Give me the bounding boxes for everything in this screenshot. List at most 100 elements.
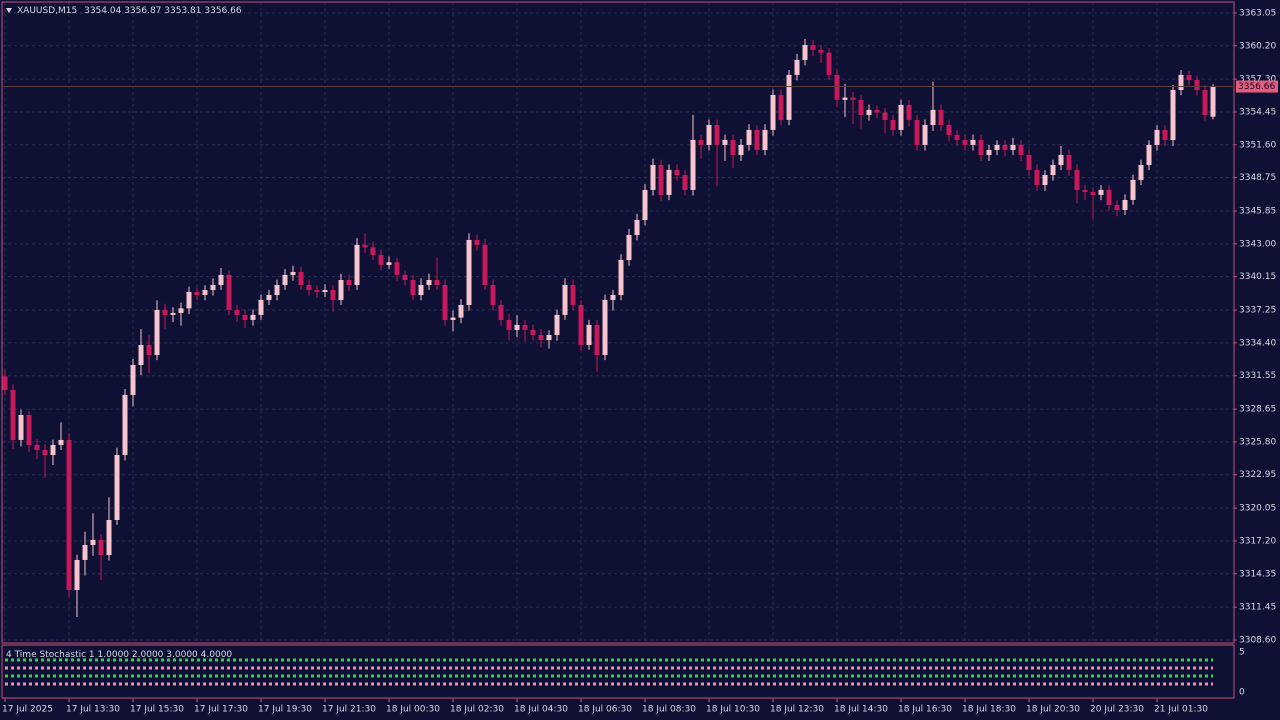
candle-body [786,74,792,120]
candle-body [426,280,432,285]
candle-body [898,104,904,130]
candle-body [34,444,40,450]
candle-body [2,376,8,390]
candle-body [1010,144,1016,150]
indicator-pane-border [1,644,1235,699]
low: 3353.81 [164,6,201,16]
candle-body [1154,129,1160,145]
candle-body [498,304,504,320]
candle-body [794,59,800,75]
y-tick-label: 3328.65 [1239,405,1276,415]
candle-body [410,280,416,295]
candle-body [530,329,536,335]
candle-body [858,99,864,115]
candle-body [114,454,120,521]
x-tick-label: 18 Jul 02:30 [450,705,504,715]
candle-body [82,544,88,560]
candle-body [458,304,464,318]
candle-body [778,94,784,120]
y-tick-label: 3363.05 [1239,8,1276,18]
candle-body [546,334,552,341]
candle-body [314,290,320,292]
candle-body [274,284,280,295]
candle-body [1074,169,1080,190]
candle-body [946,124,952,135]
candle-body [634,220,640,235]
candle-body [1146,144,1152,165]
candle-body [1098,189,1104,195]
candle-body [354,244,360,285]
x-tick-label: 18 Jul 20:30 [1026,705,1080,715]
candle-body [346,280,352,285]
candle-body [1026,154,1032,170]
indicator-title: 4 Time Stochastic 1 [6,650,95,660]
y-tick-label: 3337.25 [1239,306,1276,316]
candle-body [666,169,672,195]
level-label: 1.0000 [98,650,130,660]
x-tick-label: 17 Jul 15:30 [130,705,184,715]
candle-body [466,239,472,305]
candle-body [586,324,592,345]
candle-body [442,284,448,320]
candle-body [154,309,160,355]
candle-body [1210,86,1216,117]
candles [2,38,1216,617]
candle-body [10,389,16,440]
candle-body [754,129,760,150]
candle-body [1114,204,1120,210]
candle-body [282,274,288,285]
candle-body [1170,89,1176,140]
candle-body [594,324,600,355]
candle-body [266,294,272,300]
candle-body [706,124,712,145]
candle-body [722,139,728,145]
y-tick-label: 3345.85 [1239,207,1276,217]
candle-body [962,139,968,145]
x-tick-label: 17 Jul 13:30 [66,705,120,715]
candle-body [522,324,528,330]
close: 3356.66 [204,6,241,16]
candle-body [210,284,216,291]
candle-body [338,280,344,300]
x-tick-label: 18 Jul 08:30 [642,705,696,715]
candle-body [538,334,544,341]
x-tick-label: 21 Jul 01:30 [1154,705,1208,715]
candle-body [570,284,576,305]
candle-body [418,284,424,295]
x-tick-label: 18 Jul 10:30 [706,705,760,715]
candle-body [138,344,144,365]
candle-body [842,97,848,100]
candle-body [258,299,264,315]
candle-body [930,109,936,125]
y-tick-label: 3351.60 [1239,140,1276,150]
candle-body [186,291,192,309]
candle-body [1050,164,1056,175]
y-tick-label: 3354.45 [1239,107,1276,117]
candle-body [378,254,384,265]
x-tick-label: 18 Jul 14:30 [834,705,888,715]
candle-body [882,112,888,120]
y-tick-label: 3343.00 [1239,239,1276,249]
grid-layer [2,2,1234,643]
main-pane-border [1,1,1235,644]
candle-body [682,174,688,190]
y-tick-label: 3311.45 [1239,603,1276,613]
candle-body [242,314,248,320]
candle-body [642,189,648,221]
candle-body [802,44,808,60]
collapse-arrow[interactable] [6,8,12,13]
candle-body [434,280,440,285]
candle-body [1042,174,1048,185]
candle-body [970,139,976,145]
candle-body [602,299,608,355]
candle-body [506,319,512,330]
y-tick-label: 3331.55 [1239,371,1276,381]
candle-body [290,271,296,275]
x-tick-label: 18 Jul 16:30 [898,705,952,715]
candle-body [810,44,816,50]
candle-body [386,262,392,265]
candle-body [906,104,912,120]
candle-body [298,271,304,285]
